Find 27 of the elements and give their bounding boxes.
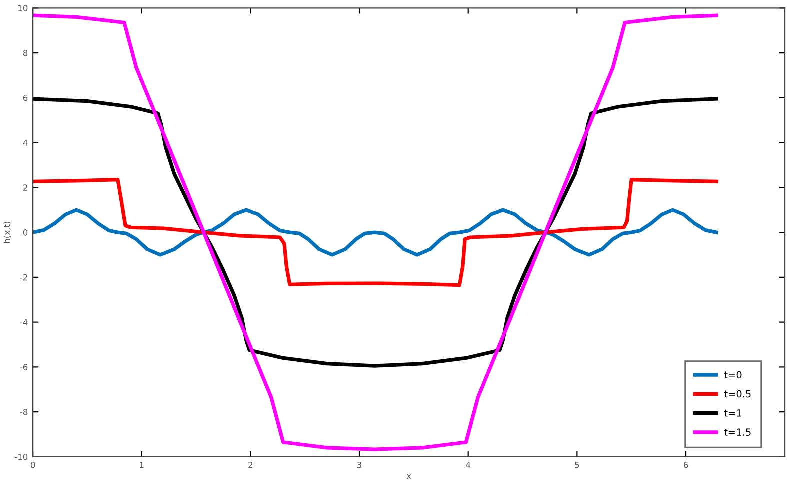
y-tick-label: 0 (23, 230, 28, 236)
x-tick-label: 3 (358, 462, 362, 468)
legend-label: t=1 (724, 410, 742, 417)
y-tick-label: 10 (18, 5, 28, 12)
y-tick-label: 4 (23, 140, 28, 146)
legend-label: t=0 (724, 371, 742, 379)
y-tick-label: -10 (14, 454, 28, 460)
x-tick-label: 2 (248, 462, 253, 468)
y-tick-label: -2 (20, 274, 28, 281)
y-tick-label: 8 (23, 50, 28, 56)
y-tick-label: -8 (20, 409, 28, 416)
y-tick-label: -4 (20, 319, 28, 326)
x-tick-label: 0 (30, 462, 36, 468)
line-series (33, 14, 718, 452)
x-tick-label: 4 (466, 462, 471, 468)
y-axis-title: h(x,t) (4, 222, 12, 244)
x-tick-label: 1 (140, 462, 144, 468)
y-tick-label: 6 (23, 94, 28, 102)
y-tick-label: -6 (20, 364, 28, 370)
legend-label: t=0.5 (724, 390, 751, 398)
y-tick-label: 2 (24, 184, 28, 191)
x-tick-label: 6 (684, 462, 688, 468)
x-axis-title: x (406, 474, 412, 479)
legend-label: t=1.5 (724, 428, 751, 436)
x-tick-label: 5 (575, 462, 580, 468)
line-series (33, 178, 718, 288)
line-series (33, 208, 718, 257)
